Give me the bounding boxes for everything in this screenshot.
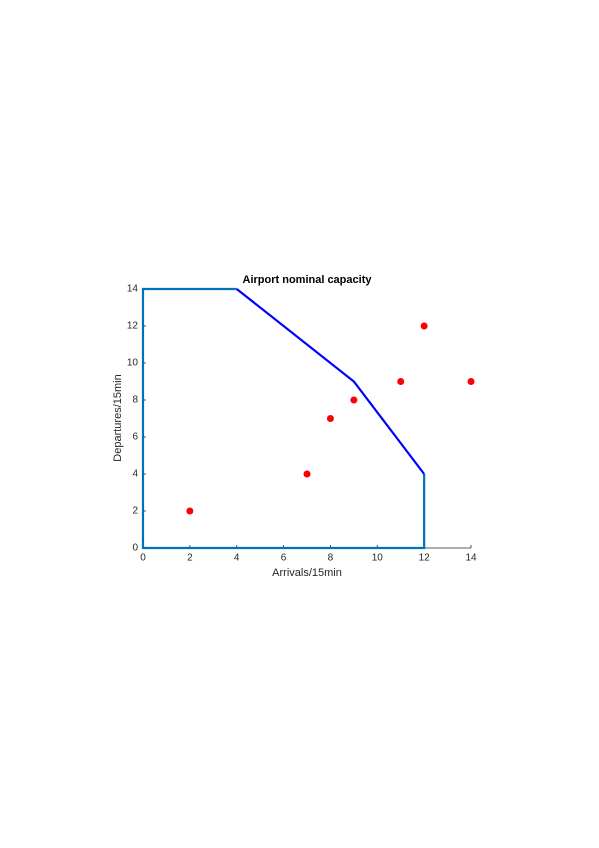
- y-tick-label: 10: [127, 358, 139, 369]
- x-tick-label: 6: [281, 553, 287, 564]
- y-tick-label: 14: [127, 284, 139, 295]
- y-tick-label: 6: [132, 432, 138, 443]
- y-tick-label: 4: [132, 469, 138, 480]
- scatter-point: [350, 396, 358, 404]
- x-tick-label: 14: [465, 553, 477, 564]
- y-tick-label: 0: [132, 543, 138, 554]
- capacity-line: [141, 287, 426, 550]
- x-tick-label: 0: [140, 553, 146, 564]
- y-axis-label: Departures/15min: [112, 374, 124, 461]
- x-tick-label: 2: [187, 553, 193, 564]
- scatter-point: [467, 378, 475, 385]
- x-tick-label: 10: [372, 553, 384, 564]
- x-tick-label: 12: [419, 553, 431, 564]
- chart-title: Airport nominal capacity: [243, 274, 373, 286]
- y-tick-label: 12: [127, 321, 139, 332]
- x-tick-label: 4: [234, 553, 240, 564]
- scatter-point: [186, 507, 194, 515]
- x-axis-label: Arrivals/15min: [272, 567, 342, 579]
- scatter-point: [303, 470, 311, 478]
- scatter-point: [397, 378, 405, 385]
- y-tick-label: 2: [132, 506, 138, 517]
- x-tick-label: 8: [328, 553, 334, 564]
- scatter-point: [420, 322, 428, 330]
- y-tick-label: 8: [132, 395, 138, 406]
- scatter-point: [326, 415, 334, 422]
- capacity-line: [236, 288, 426, 475]
